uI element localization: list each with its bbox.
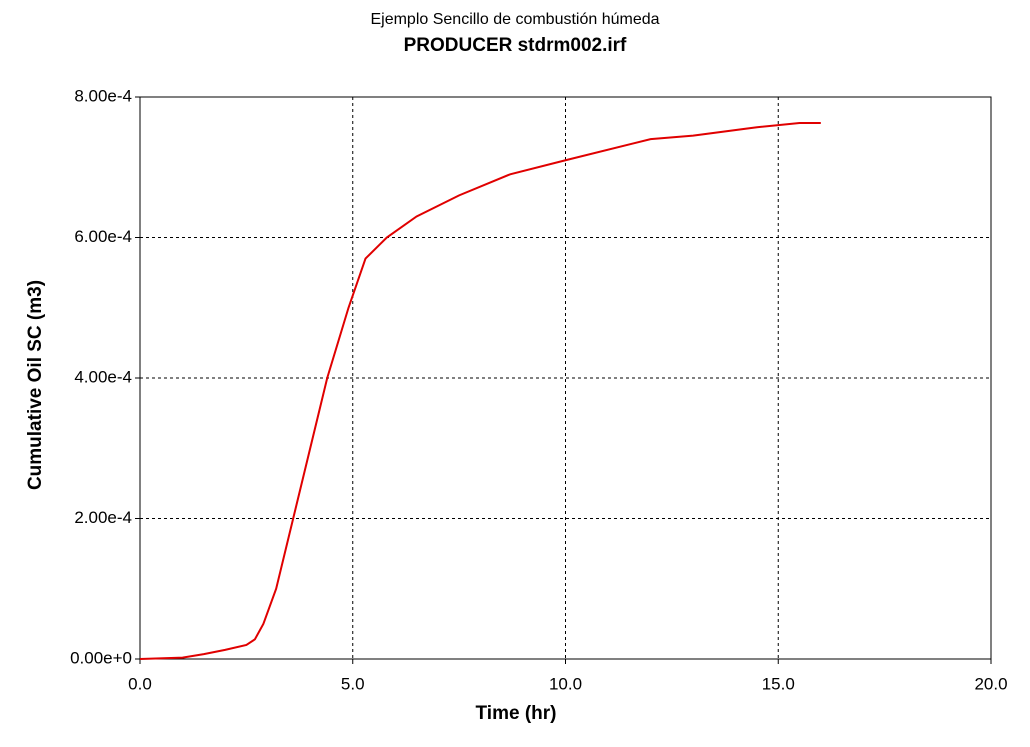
- y-tick-label: 6.00e-4: [74, 227, 132, 246]
- x-tick-label: 15.0: [762, 674, 795, 693]
- x-tick-label: 5.0: [341, 674, 365, 693]
- y-axis-label: Cumulative Oil SC (m3): [25, 280, 46, 490]
- y-tick-label: 8.00e-4: [74, 86, 132, 105]
- y-tick-label: 4.00e-4: [74, 367, 132, 386]
- x-tick-label: 20.0: [974, 674, 1007, 693]
- data-line: [139, 121, 821, 660]
- x-tick-label: 0.0: [128, 674, 152, 693]
- y-tick-label: 0.00e+0: [70, 648, 132, 667]
- y-tick-label: 2.00e-4: [74, 508, 132, 527]
- x-axis-label: Time (hr): [476, 703, 557, 724]
- chart-title: Ejemplo Sencillo de combustión húmeda: [370, 11, 659, 28]
- x-tick-label: 10.0: [549, 674, 582, 693]
- chart-subtitle: PRODUCER stdrm002.irf: [404, 35, 627, 56]
